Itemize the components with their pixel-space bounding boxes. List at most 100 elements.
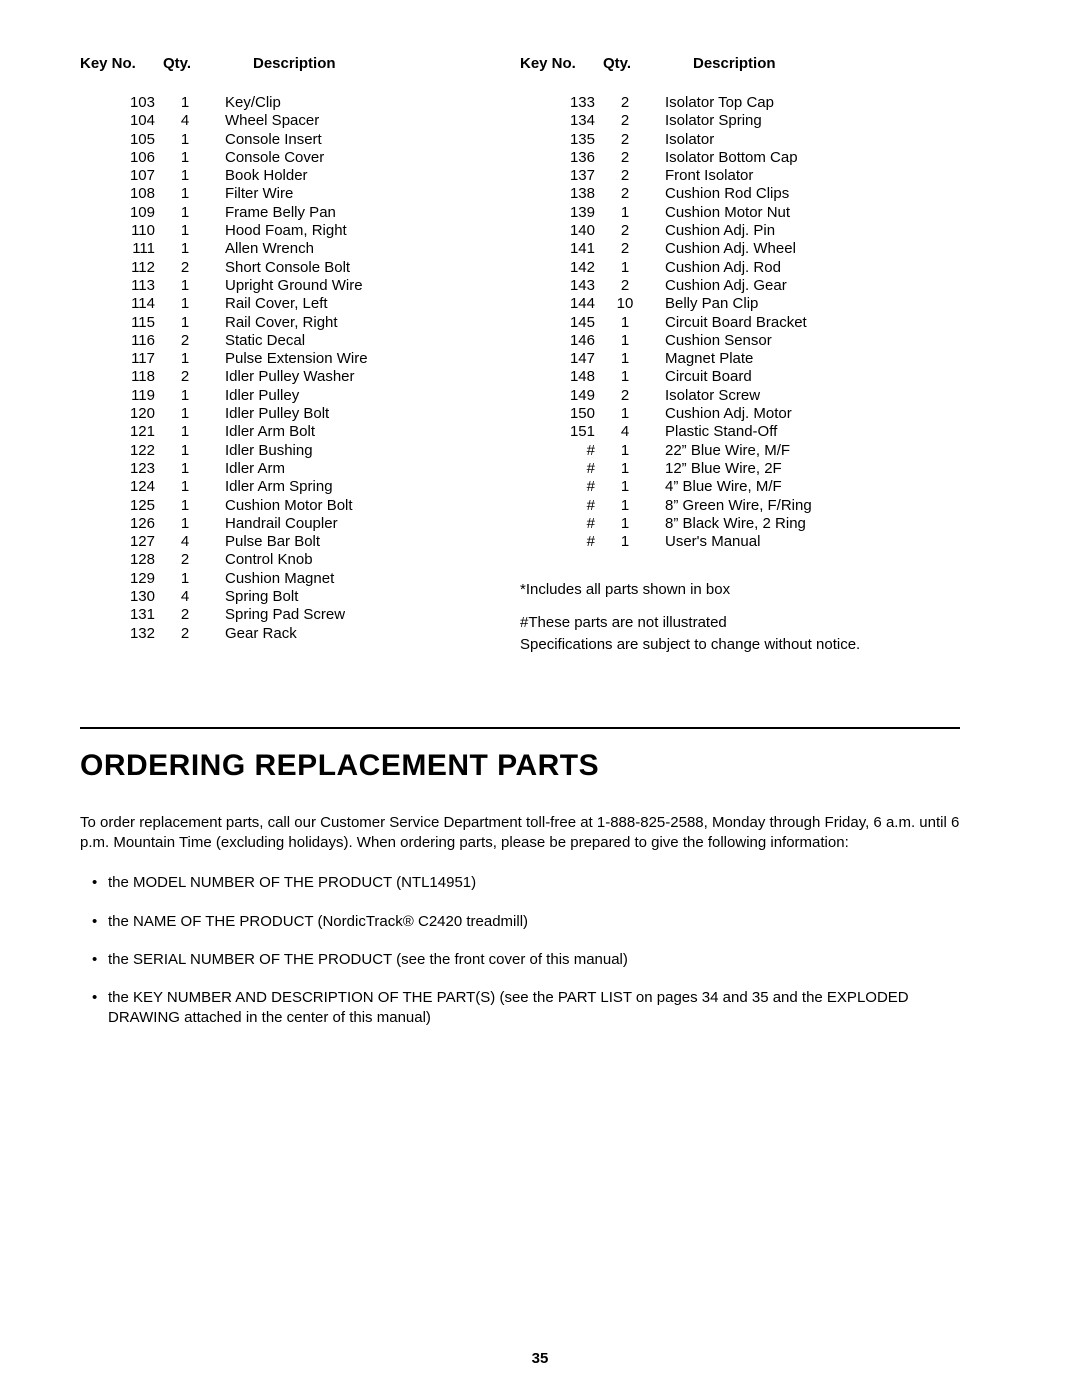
cell-description: Idler Arm Bolt	[215, 423, 520, 441]
table-row: 1211Idler Arm Bolt	[80, 423, 520, 441]
cell-key: 108	[80, 185, 155, 203]
cell-description: Cushion Motor Nut	[655, 204, 960, 222]
cell-qty: 2	[155, 332, 215, 350]
table-row: 1221Idler Bushing	[80, 442, 520, 460]
cell-description: Wheel Spacer	[215, 112, 520, 130]
note-line: Specifications are subject to change wit…	[520, 634, 960, 657]
cell-key: 118	[80, 368, 155, 386]
table-row: #112” Blue Wire, 2F	[520, 460, 960, 478]
cell-qty: 1	[595, 350, 655, 368]
cell-key: 140	[520, 222, 595, 240]
cell-description: Belly Pan Clip	[655, 295, 960, 313]
cell-key: 120	[80, 405, 155, 423]
cell-description: Cushion Adj. Motor	[655, 405, 960, 423]
table-row: 1481Circuit Board	[520, 368, 960, 386]
table-row: 1322Gear Rack	[80, 625, 520, 643]
cell-description: Static Decal	[215, 332, 520, 350]
cell-key: 128	[80, 551, 155, 569]
table-row: #122” Blue Wire, M/F	[520, 442, 960, 460]
cell-qty: 1	[155, 131, 215, 149]
cell-qty: 1	[155, 497, 215, 515]
cell-description: Plastic Stand-Off	[655, 423, 960, 441]
cell-qty: 2	[595, 149, 655, 167]
cell-key: #	[520, 442, 595, 460]
cell-description: Isolator Screw	[655, 387, 960, 405]
cell-description: Allen Wrench	[215, 240, 520, 258]
table-row: #18” Black Wire, 2 Ring	[520, 515, 960, 533]
table-row: 1432Cushion Adj. Gear	[520, 277, 960, 295]
cell-qty: 2	[595, 222, 655, 240]
cell-key: 146	[520, 332, 595, 350]
cell-key: 109	[80, 204, 155, 222]
cell-qty: 2	[595, 167, 655, 185]
cell-description: Console Cover	[215, 149, 520, 167]
cell-description: Console Insert	[215, 131, 520, 149]
cell-description: Key/Clip	[215, 94, 520, 112]
cell-qty: 2	[155, 259, 215, 277]
cell-key: 129	[80, 570, 155, 588]
cell-description: Cushion Motor Bolt	[215, 497, 520, 515]
table-row: 1291Cushion Magnet	[80, 570, 520, 588]
header-desc: Description	[663, 55, 960, 72]
column-header: Key No. Qty. Description	[80, 55, 520, 72]
cell-qty: 1	[595, 442, 655, 460]
cell-key: #	[520, 533, 595, 551]
cell-key: 124	[80, 478, 155, 496]
cell-description: Isolator Spring	[655, 112, 960, 130]
cell-key: 132	[80, 625, 155, 643]
table-row: 1141Rail Cover, Left	[80, 295, 520, 313]
cell-qty: 2	[595, 277, 655, 295]
cell-qty: 1	[595, 204, 655, 222]
cell-qty: 1	[595, 368, 655, 386]
cell-description: Idler Bushing	[215, 442, 520, 460]
note-line: #These parts are not illustrated	[520, 612, 960, 635]
cell-description: Cushion Rod Clips	[655, 185, 960, 203]
page-content: Key No. Qty. Description 1031Key/Clip104…	[80, 55, 960, 1047]
header-qty: Qty.	[595, 55, 663, 72]
cell-description: 22” Blue Wire, M/F	[655, 442, 960, 460]
parts-column-right: Key No. Qty. Description 1332Isolator To…	[520, 55, 960, 667]
table-row: 1241Idler Arm Spring	[80, 478, 520, 496]
cell-key: 123	[80, 460, 155, 478]
table-row: 1382Cushion Rod Clips	[520, 185, 960, 203]
table-row: 1362Isolator Bottom Cap	[520, 149, 960, 167]
note-line: *Includes all parts shown in box	[520, 579, 960, 602]
cell-key: 103	[80, 94, 155, 112]
table-row: 1122Short Console Bolt	[80, 259, 520, 277]
cell-qty: 1	[155, 295, 215, 313]
intro-paragraph: To order replacement parts, call our Cus…	[80, 813, 960, 854]
cell-description: Gear Rack	[215, 625, 520, 643]
cell-key: 138	[520, 185, 595, 203]
list-item: the NAME OF THE PRODUCT (NordicTrack® C2…	[80, 912, 960, 932]
cell-key: #	[520, 460, 595, 478]
table-row: 1402Cushion Adj. Pin	[520, 222, 960, 240]
cell-key: 150	[520, 405, 595, 423]
table-row: 1261Handrail Coupler	[80, 515, 520, 533]
cell-qty: 1	[155, 314, 215, 332]
table-row: 1091Frame Belly Pan	[80, 204, 520, 222]
cell-description: Idler Arm	[215, 460, 520, 478]
cell-key: 110	[80, 222, 155, 240]
cell-description: Filter Wire	[215, 185, 520, 203]
cell-description: Cushion Magnet	[215, 570, 520, 588]
table-row: #14” Blue Wire, M/F	[520, 478, 960, 496]
parts-list-table: Key No. Qty. Description 1031Key/Clip104…	[80, 55, 960, 667]
table-row: 1421Cushion Adj. Rod	[520, 259, 960, 277]
cell-key: 107	[80, 167, 155, 185]
cell-key: 144	[520, 295, 595, 313]
cell-qty: 2	[595, 240, 655, 258]
cell-key: 145	[520, 314, 595, 332]
cell-qty: 1	[155, 515, 215, 533]
table-notes: *Includes all parts shown in box #These …	[520, 579, 960, 657]
cell-qty: 2	[155, 368, 215, 386]
table-row: 1061Console Cover	[80, 149, 520, 167]
table-row: 1274Pulse Bar Bolt	[80, 533, 520, 551]
table-row: 1304Spring Bolt	[80, 588, 520, 606]
cell-qty: 4	[595, 423, 655, 441]
cell-qty: 1	[595, 478, 655, 496]
cell-qty: 1	[155, 204, 215, 222]
table-row: 1471Magnet Plate	[520, 350, 960, 368]
cell-qty: 1	[155, 423, 215, 441]
cell-description: Rail Cover, Left	[215, 295, 520, 313]
table-row: 1081Filter Wire	[80, 185, 520, 203]
